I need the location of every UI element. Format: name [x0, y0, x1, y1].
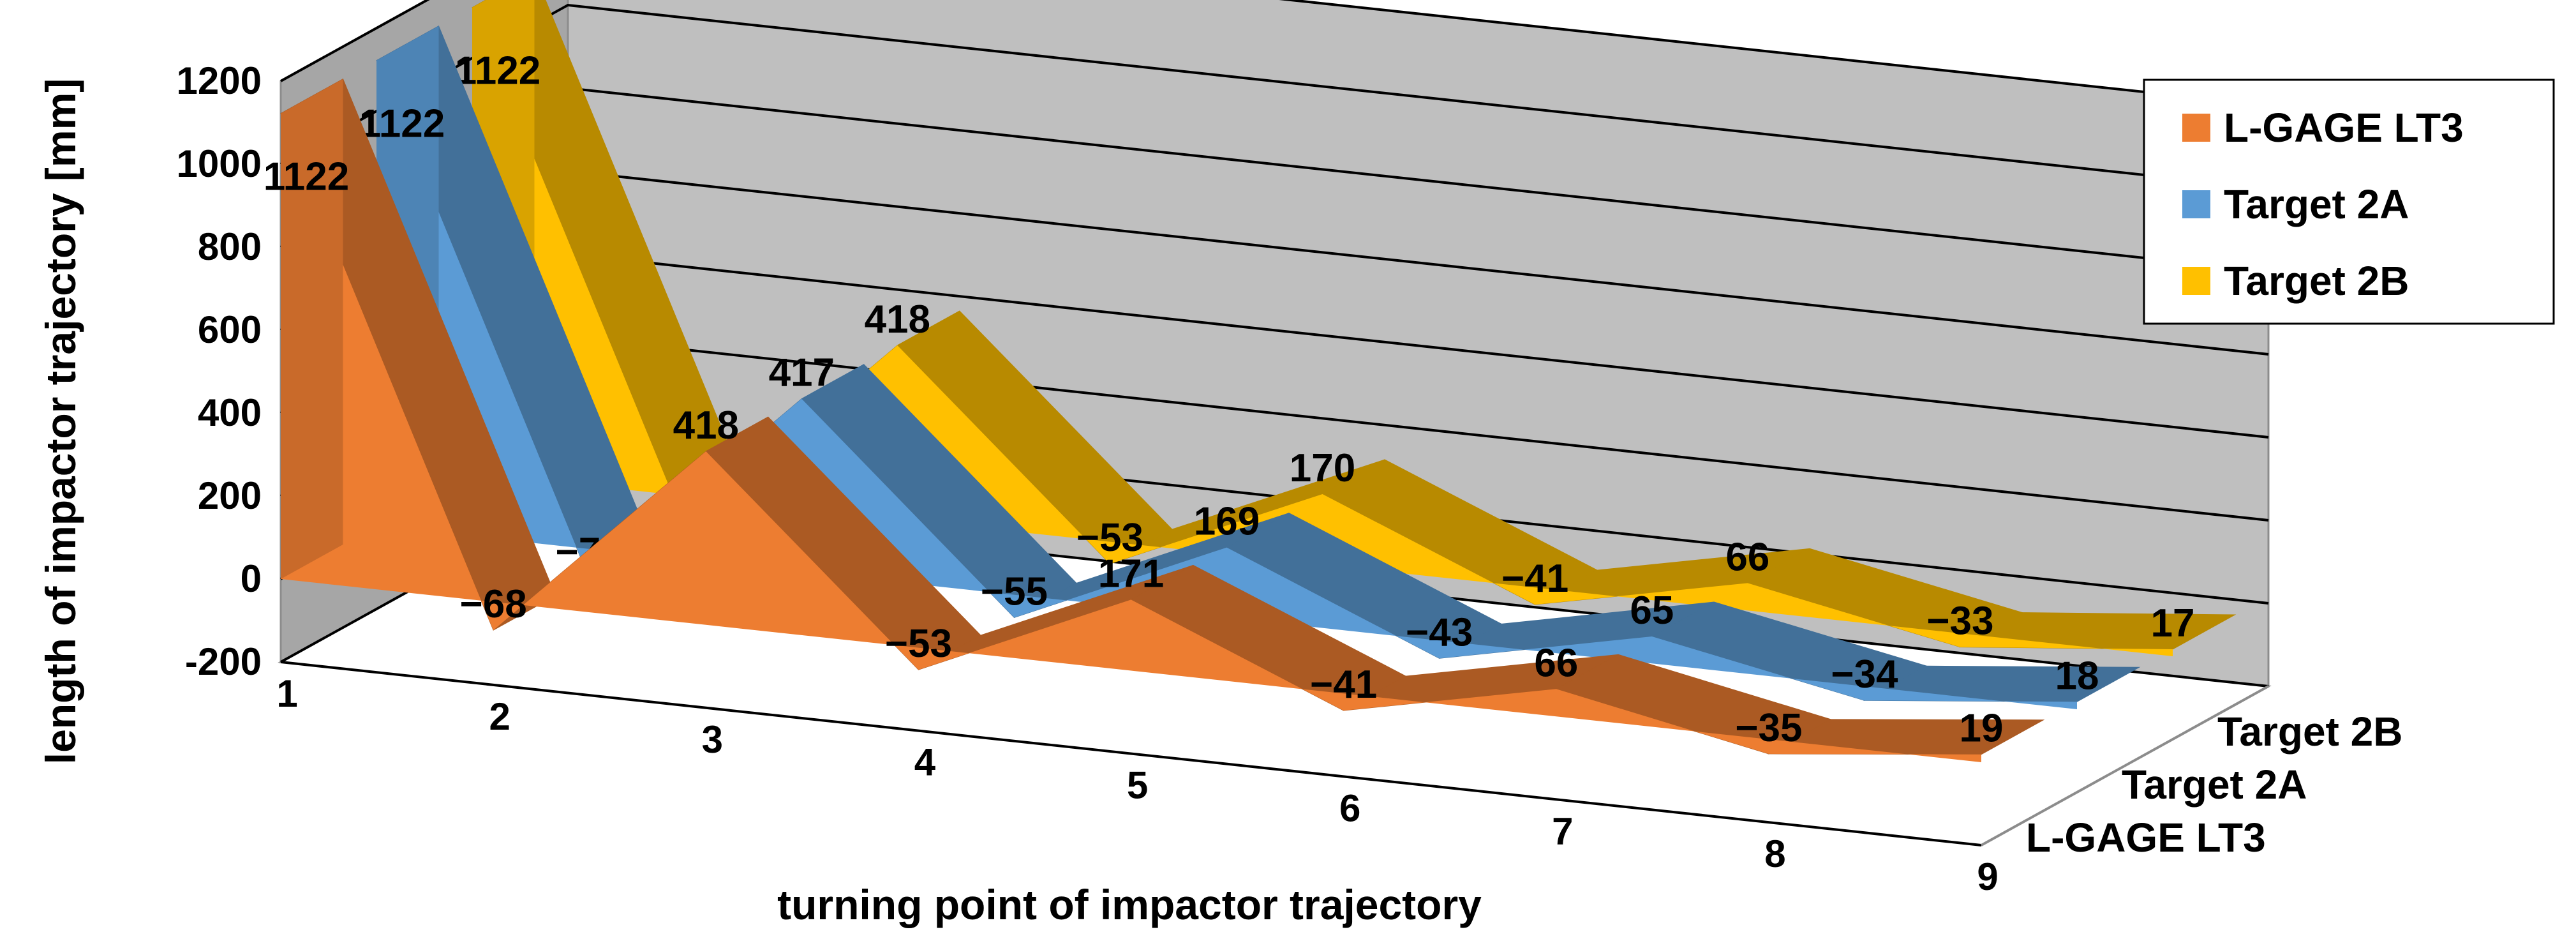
y-tick-label: 1000 — [177, 142, 262, 185]
data-label: 418 — [865, 297, 930, 342]
gridline — [280, 0, 2269, 107]
data-label: 418 — [673, 403, 739, 448]
legend-swatch — [2182, 267, 2210, 295]
x-tick-label: 9 — [1977, 855, 1998, 898]
y-tick-label: 1200 — [177, 59, 262, 102]
data-label: 417 — [769, 351, 835, 395]
data-label: −43 — [1406, 610, 1473, 654]
legend-item-label: Target 2A — [2224, 181, 2409, 227]
data-label: 66 — [1534, 641, 1578, 685]
legend-item-label: Target 2B — [2224, 258, 2409, 304]
x-tick-label: 2 — [489, 695, 510, 738]
data-label: 65 — [1630, 589, 1674, 633]
data-label: 1122 — [455, 49, 541, 93]
data-label: −35 — [1735, 706, 1802, 750]
data-label: 18 — [2055, 654, 2099, 698]
x-tick-label: 5 — [1127, 764, 1148, 807]
y-tick-label: 400 — [198, 391, 262, 434]
data-label: 17 — [2151, 601, 2195, 645]
y-tick-label: 600 — [198, 308, 262, 351]
legend: L-GAGE LT3 Target 2A Target 2B — [2143, 79, 2555, 325]
data-label: −53 — [885, 622, 952, 666]
series-end-cap — [281, 79, 343, 579]
series-top-face — [1863, 665, 2141, 702]
data-label: −68 — [460, 582, 527, 626]
data-label: −53 — [1076, 516, 1143, 560]
y-tick-label: 0 — [241, 557, 262, 600]
x-tick-label: 8 — [1764, 832, 1785, 875]
data-label: 171 — [1098, 552, 1164, 596]
data-label: −41 — [1310, 663, 1377, 707]
data-label: 66 — [1725, 535, 1769, 579]
depth-series-label: L-GAGE LT3 — [2026, 815, 2266, 861]
x-tick-label: 7 — [1552, 809, 1573, 852]
legend-box — [2143, 79, 2555, 325]
x-axis-line — [280, 661, 1982, 846]
data-label: 170 — [1290, 446, 1355, 490]
x-tick-label: 1 — [276, 672, 297, 715]
data-label: 1122 — [359, 102, 445, 146]
legend-swatch — [2182, 190, 2210, 218]
data-label: −33 — [1926, 599, 1993, 643]
x-tick-label: 6 — [1339, 786, 1360, 829]
data-label: −41 — [1501, 557, 1568, 601]
depth-series-label: Target 2A — [2122, 762, 2307, 808]
x-tick-label: 3 — [702, 718, 723, 761]
y-tick-label: 200 — [198, 474, 262, 517]
data-label: 19 — [1960, 707, 2004, 751]
depth-axis-line — [1981, 685, 2269, 846]
x-tick-label: 4 — [914, 741, 936, 784]
legend-item-label: L-GAGE LT3 — [2224, 105, 2464, 151]
legend-swatch — [2182, 114, 2210, 142]
data-label: −34 — [1831, 652, 1898, 696]
data-label: 1122 — [264, 155, 350, 199]
x-axis-title: turning point of impactor trajectory — [777, 881, 1482, 928]
series-front-face — [281, 113, 1981, 762]
y-axis-title: length of impactor trajectory [mm] — [37, 79, 84, 764]
series-top-face — [1959, 612, 2237, 650]
data-label: −55 — [981, 569, 1048, 613]
data-label: 169 — [1194, 500, 1260, 544]
y-tick-label: 800 — [198, 225, 262, 268]
depth-series-label: Target 2B — [2217, 709, 2402, 755]
y-tick-label: -200 — [185, 640, 262, 683]
